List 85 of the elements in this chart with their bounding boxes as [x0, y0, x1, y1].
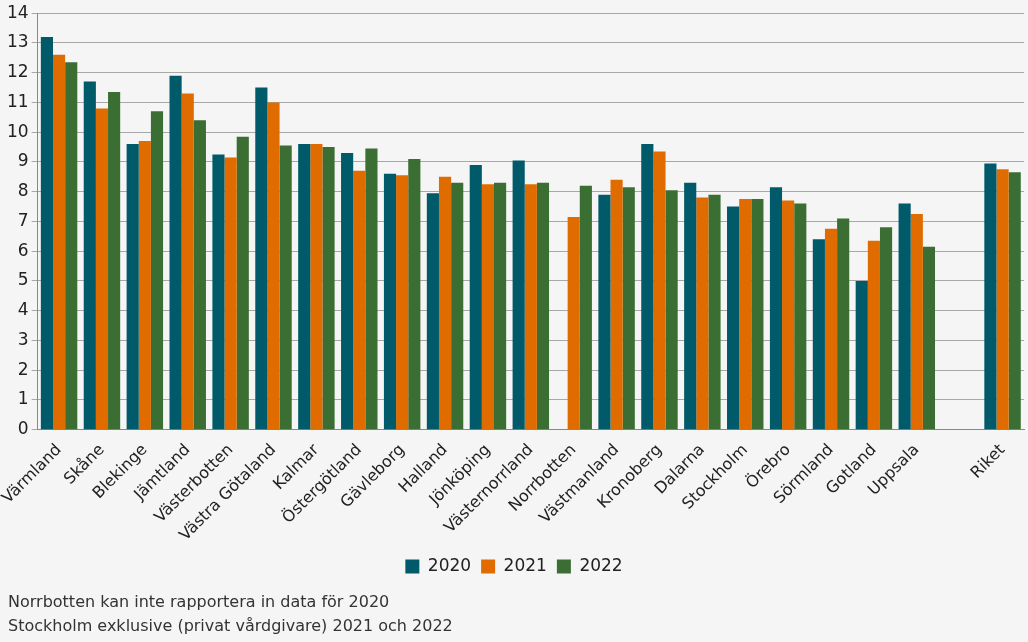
bar	[812, 239, 825, 430]
bar	[622, 187, 635, 430]
bar	[922, 246, 936, 430]
bar	[696, 197, 709, 430]
bar	[469, 164, 482, 430]
bar	[536, 182, 550, 430]
bar	[193, 120, 206, 430]
bar	[426, 193, 439, 430]
legend-label: 2021	[503, 554, 547, 575]
bar	[396, 175, 409, 430]
bar	[739, 199, 752, 430]
bar	[782, 200, 795, 430]
bar	[512, 160, 525, 430]
y-tick-label: 0	[17, 418, 29, 439]
bar	[910, 213, 923, 430]
bar	[867, 240, 880, 430]
bar	[383, 173, 397, 430]
bar	[494, 182, 507, 430]
bar	[794, 203, 807, 430]
bar	[879, 227, 893, 430]
bar	[751, 199, 764, 430]
bar	[727, 206, 740, 430]
y-tick-label: 3	[17, 328, 29, 349]
bar	[408, 158, 421, 430]
y-tick-label: 12	[6, 61, 29, 82]
y-tick-label: 14	[6, 1, 29, 22]
bar	[665, 190, 678, 430]
bar	[524, 184, 537, 430]
bar	[451, 182, 464, 430]
y-tick-label: 2	[17, 358, 29, 379]
bar	[212, 154, 225, 430]
bar	[481, 184, 495, 430]
bar	[83, 81, 96, 430]
bar	[898, 203, 911, 430]
bar	[255, 87, 268, 430]
y-tick-label: 5	[17, 269, 29, 290]
bar	[824, 228, 838, 430]
bar	[996, 169, 1009, 430]
text: Stockholm exklusive (privat vårdgivare) 2021 och 2022	[8, 615, 453, 637]
legend-label: 2020	[427, 554, 472, 575]
y-tick-label: 1	[17, 388, 29, 409]
bar	[65, 62, 78, 430]
bar	[598, 194, 611, 430]
y-tick-label: 10	[6, 120, 29, 141]
bar	[181, 93, 194, 430]
bar	[684, 182, 697, 430]
bar	[1008, 172, 1021, 430]
bar	[169, 75, 182, 430]
bar	[708, 194, 721, 430]
bar	[150, 111, 164, 430]
bar	[984, 163, 997, 430]
y-tick-label: 4	[17, 299, 29, 320]
bar	[298, 144, 311, 430]
bar	[236, 136, 249, 430]
y-tick-label: 8	[17, 180, 29, 201]
bar	[837, 218, 850, 430]
bar	[567, 216, 580, 430]
bar	[653, 151, 666, 430]
bar	[322, 147, 335, 430]
bar	[610, 179, 623, 430]
bar	[40, 37, 53, 430]
y-tick-label: 11	[6, 90, 29, 111]
bar	[95, 108, 109, 430]
bar	[138, 141, 151, 430]
bar	[855, 280, 868, 430]
bar	[579, 185, 592, 430]
y-tick-label: 13	[6, 31, 29, 52]
bar	[267, 102, 280, 430]
bar	[641, 144, 654, 430]
bar	[53, 54, 66, 430]
y-tick-label: 6	[17, 239, 29, 260]
text: Norrbotten kan inte rapportera in data för 2020	[8, 591, 391, 613]
bar	[279, 145, 292, 430]
bar	[224, 157, 237, 430]
bar	[341, 153, 354, 430]
legend-label: 2022	[579, 554, 623, 575]
bar	[365, 148, 378, 430]
y-tick-label: 9	[17, 150, 29, 171]
y-tick-label: 7	[17, 209, 29, 230]
bar	[769, 187, 783, 430]
bar	[108, 92, 121, 430]
bar	[353, 170, 366, 430]
bar	[310, 144, 323, 430]
bar	[438, 176, 452, 430]
bar	[126, 144, 139, 430]
